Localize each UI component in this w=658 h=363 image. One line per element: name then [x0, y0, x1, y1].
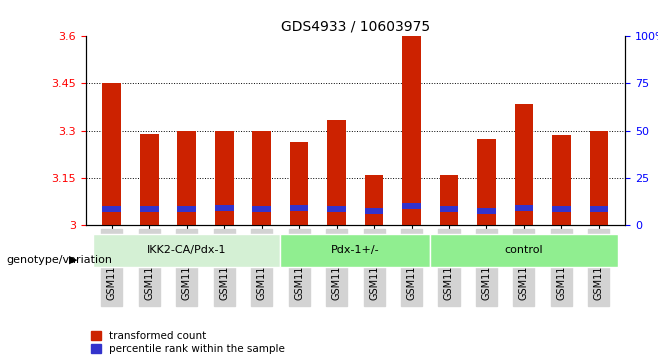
Text: Pdx-1+/-: Pdx-1+/- — [331, 245, 380, 256]
Bar — [140, 206, 159, 212]
Text: ▶: ▶ — [69, 254, 78, 265]
Bar — [327, 120, 346, 225]
Legend: transformed count, percentile rank within the sample: transformed count, percentile rank withi… — [91, 331, 286, 354]
Bar — [290, 205, 309, 211]
Bar — [252, 206, 271, 212]
Bar — [178, 206, 196, 212]
Bar — [477, 139, 496, 225]
Text: genotype/variation: genotype/variation — [7, 254, 113, 265]
Bar — [515, 104, 533, 225]
Bar — [327, 206, 346, 212]
FancyBboxPatch shape — [280, 234, 430, 267]
Bar — [365, 208, 384, 214]
Bar — [215, 205, 234, 211]
Bar — [477, 208, 496, 214]
Bar — [552, 206, 570, 212]
Bar — [440, 206, 459, 212]
Bar — [103, 83, 121, 225]
FancyBboxPatch shape — [430, 234, 618, 267]
Bar — [178, 131, 196, 225]
Bar — [252, 131, 271, 225]
Text: control: control — [505, 245, 544, 256]
Bar — [590, 131, 608, 225]
Bar — [552, 135, 570, 225]
Bar — [515, 205, 533, 211]
Bar — [103, 206, 121, 212]
Bar — [402, 203, 421, 209]
Bar — [365, 175, 384, 225]
Bar — [590, 206, 608, 212]
Bar — [215, 131, 234, 225]
Bar — [440, 175, 459, 225]
Bar — [402, 36, 421, 225]
Text: IKK2-CA/Pdx-1: IKK2-CA/Pdx-1 — [147, 245, 226, 256]
Bar — [140, 134, 159, 225]
Bar — [290, 142, 309, 225]
FancyBboxPatch shape — [93, 234, 280, 267]
Title: GDS4933 / 10603975: GDS4933 / 10603975 — [281, 20, 430, 34]
